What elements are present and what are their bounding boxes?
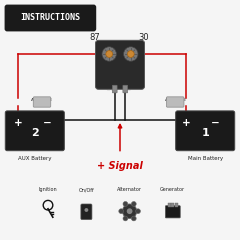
Text: −: − [42,118,51,128]
Circle shape [124,47,138,61]
Text: Alternator: Alternator [117,187,142,192]
Text: 30: 30 [139,33,149,42]
Text: AUX Battery: AUX Battery [18,156,52,161]
Circle shape [123,202,128,206]
Text: −: − [210,118,219,128]
Text: 2: 2 [31,128,39,138]
Circle shape [102,47,116,61]
Text: 1: 1 [201,128,209,138]
Text: +: + [14,118,22,128]
FancyBboxPatch shape [5,5,96,31]
Circle shape [136,209,140,214]
Text: 86: 86 [122,84,132,93]
Text: On/Off: On/Off [78,187,94,192]
FancyBboxPatch shape [123,85,128,93]
Text: Main Battery: Main Battery [188,156,223,161]
FancyBboxPatch shape [33,97,51,107]
Text: ANL FUSE
200A: ANL FUSE 200A [31,98,53,106]
Text: +: + [182,118,190,128]
Circle shape [106,51,113,57]
Circle shape [132,216,136,221]
Text: + Signal: + Signal [97,161,143,171]
Circle shape [119,209,124,214]
FancyBboxPatch shape [5,111,64,151]
Circle shape [127,51,134,57]
Text: Generator: Generator [160,187,185,192]
Circle shape [123,216,128,221]
Text: Ignition: Ignition [39,187,57,192]
Circle shape [84,208,88,212]
FancyBboxPatch shape [167,97,184,107]
FancyBboxPatch shape [171,203,174,207]
FancyBboxPatch shape [168,203,171,207]
FancyBboxPatch shape [112,85,117,93]
FancyBboxPatch shape [176,111,235,151]
Text: 87: 87 [90,33,100,42]
Circle shape [127,208,132,214]
Text: 85: 85 [105,84,116,93]
FancyBboxPatch shape [96,40,144,89]
FancyBboxPatch shape [165,206,180,218]
Circle shape [132,202,136,206]
Circle shape [122,204,137,218]
Text: INSTRUCTIONS: INSTRUCTIONS [20,13,80,23]
FancyBboxPatch shape [81,204,92,220]
Text: ANL FUSE
200A: ANL FUSE 200A [165,98,186,106]
FancyBboxPatch shape [175,203,178,207]
